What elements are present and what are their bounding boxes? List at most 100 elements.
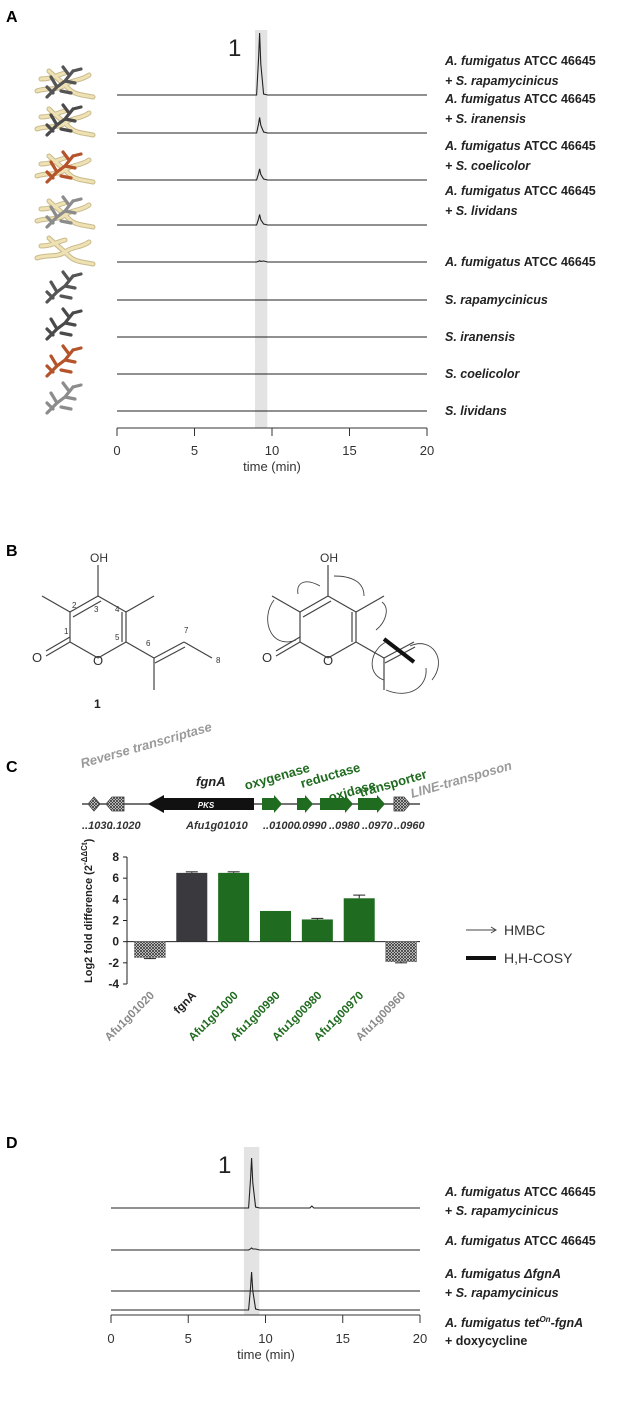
- fungal-hyphae-highlight: [35, 107, 95, 137]
- gene-cluster-arrow: [297, 795, 313, 813]
- hmbc-correlation-arrow: [375, 601, 387, 631]
- trace-label-strain: ATCC 46645: [521, 54, 596, 68]
- legend-cosy-label: H,H-COSY: [504, 950, 573, 966]
- bar: [218, 872, 250, 942]
- peak-highlight-band: [243, 1147, 260, 1315]
- bond-side: [355, 641, 385, 659]
- ring-o-label: O: [93, 653, 103, 668]
- chromatogram-trace: [117, 260, 427, 263]
- bacteria-mycelium: [45, 344, 83, 378]
- atom-number: 5: [115, 633, 120, 642]
- trace-label-strain: ATCC 46645: [521, 184, 596, 198]
- peak-highlight-band: [254, 30, 268, 428]
- y-tick-label: 2: [112, 914, 119, 928]
- trace-label-species: A. fumigatus ΔfgnA: [444, 1267, 561, 1281]
- locus-tag-label: ..0960: [394, 820, 425, 832]
- x-tick-label: 20: [420, 443, 434, 458]
- hmbc-correlation-arrow: [333, 575, 365, 597]
- y-axis-title-close: ): [83, 838, 95, 842]
- bond-carbonyl: [275, 641, 301, 657]
- chromatogram-trace: [117, 168, 427, 181]
- trace-label-species: A. fumigatus: [444, 1185, 521, 1199]
- bar: [260, 910, 291, 942]
- trace-label-strain: ATCC 46645: [521, 139, 596, 153]
- bond-double: [302, 600, 332, 618]
- gene-cluster-arrow: [358, 795, 385, 813]
- atom-number: 2: [72, 601, 77, 610]
- x-axis-title: time (min): [243, 459, 301, 474]
- bond-methyl: [271, 595, 301, 613]
- legend-hmbc-label: HMBC: [504, 922, 545, 938]
- trace-label: A. fumigatus tetOn-fgnA: [444, 1315, 583, 1330]
- oh-label: OH: [320, 551, 338, 565]
- panel-letter-b: B: [6, 543, 18, 560]
- pks-domain-label: PKS: [198, 801, 215, 810]
- trace-label-strain: ATCC 46645: [521, 1185, 596, 1199]
- trace-label-coculture: + S. rapamycinicus: [445, 74, 559, 88]
- ring-o-label: O: [323, 653, 333, 668]
- bar: [134, 941, 166, 958]
- panel-letter-a: A: [6, 9, 18, 26]
- bond-double: [299, 595, 329, 613]
- trace-label-prefix: +: [445, 1204, 456, 1218]
- gene-0960: [393, 796, 411, 812]
- trace-label-line2: + S. rapamycinicus: [445, 1286, 559, 1300]
- legend-hmbc-arrowhead: [490, 926, 497, 934]
- bond-methyl: [125, 595, 155, 613]
- oh-label: OH: [90, 551, 108, 565]
- y-axis-title-superscript: -ΔΔCt: [80, 842, 89, 865]
- gene-cluster-arrow: [262, 795, 282, 813]
- bond-double: [69, 595, 99, 613]
- trace-label-coculture: S. rapamycinicus: [456, 1204, 559, 1218]
- x-tick-label: 15: [336, 1331, 350, 1346]
- bacteria-mycelium: [45, 381, 83, 415]
- bond: [327, 595, 357, 613]
- trace-label-species: A. fumigatus tet: [444, 1316, 540, 1330]
- bond: [97, 595, 127, 613]
- trace-label: A. fumigatus ATCC 46645: [444, 1185, 596, 1199]
- atom-number: 6: [146, 639, 151, 648]
- bacteria-mycelium: [45, 65, 83, 99]
- trace-label-line2: + S. rapamycinicus: [445, 1204, 559, 1218]
- compound-number: 1: [94, 697, 101, 711]
- locus-tag-label: ..0990: [296, 820, 327, 832]
- trace-label: A. fumigatus ΔfgnA: [444, 1267, 561, 1281]
- organism-icon: [34, 65, 96, 100]
- trace-label-species: A. fumigatus: [444, 92, 521, 106]
- bond-carbonyl: [275, 636, 301, 652]
- trace-label: A. fumigatus ATCC 46645: [444, 1234, 596, 1248]
- x-tick-label: 20: [413, 1331, 427, 1346]
- y-axis-title: Log2 fold difference (2-ΔΔCt): [80, 838, 95, 983]
- bond-alkene: [384, 646, 416, 664]
- trace-label-strain: ATCC 46645: [521, 255, 596, 269]
- chromatogram-trace: [111, 1247, 420, 1251]
- carbonyl-o-label: O: [32, 650, 42, 665]
- bond-alkene: [153, 641, 185, 659]
- category-label: Afu1g01020: [103, 990, 157, 1044]
- trace-label-strain: ATCC 46645: [521, 92, 596, 106]
- bond-carbonyl: [45, 641, 71, 657]
- atom-number: 7: [184, 626, 189, 635]
- panel-letter-d: D: [6, 1135, 18, 1152]
- bond: [327, 641, 357, 659]
- trace-label-coculture: + S. lividans: [445, 204, 518, 218]
- y-tick-label: -4: [108, 977, 119, 991]
- trace-label-prefix: + doxycycline: [445, 1334, 527, 1348]
- trace-label: S. rapamycinicus: [445, 293, 548, 307]
- gene-1020: [105, 796, 125, 812]
- bacteria-mycelium: [45, 195, 83, 229]
- y-axis-title-text: Log2 fold difference (2: [83, 865, 95, 983]
- organism-icon: [45, 307, 83, 341]
- trace-label-strain: ATCC 46645: [521, 1234, 596, 1248]
- trace-label-coculture: + S. coelicolor: [445, 159, 531, 173]
- chromatogram-trace: [111, 1157, 420, 1209]
- fungal-hyphae-highlight: [35, 199, 95, 229]
- trace-label-species: A. fumigatus: [444, 255, 521, 269]
- organism-icon: [34, 235, 96, 267]
- trace-label-superscript: On: [539, 1315, 550, 1324]
- organism-icon: [45, 270, 83, 304]
- bar: [176, 872, 208, 942]
- gene-1030: [87, 796, 101, 812]
- atom-number: 8: [216, 656, 221, 665]
- hmbc-correlation-arrow: [267, 599, 297, 643]
